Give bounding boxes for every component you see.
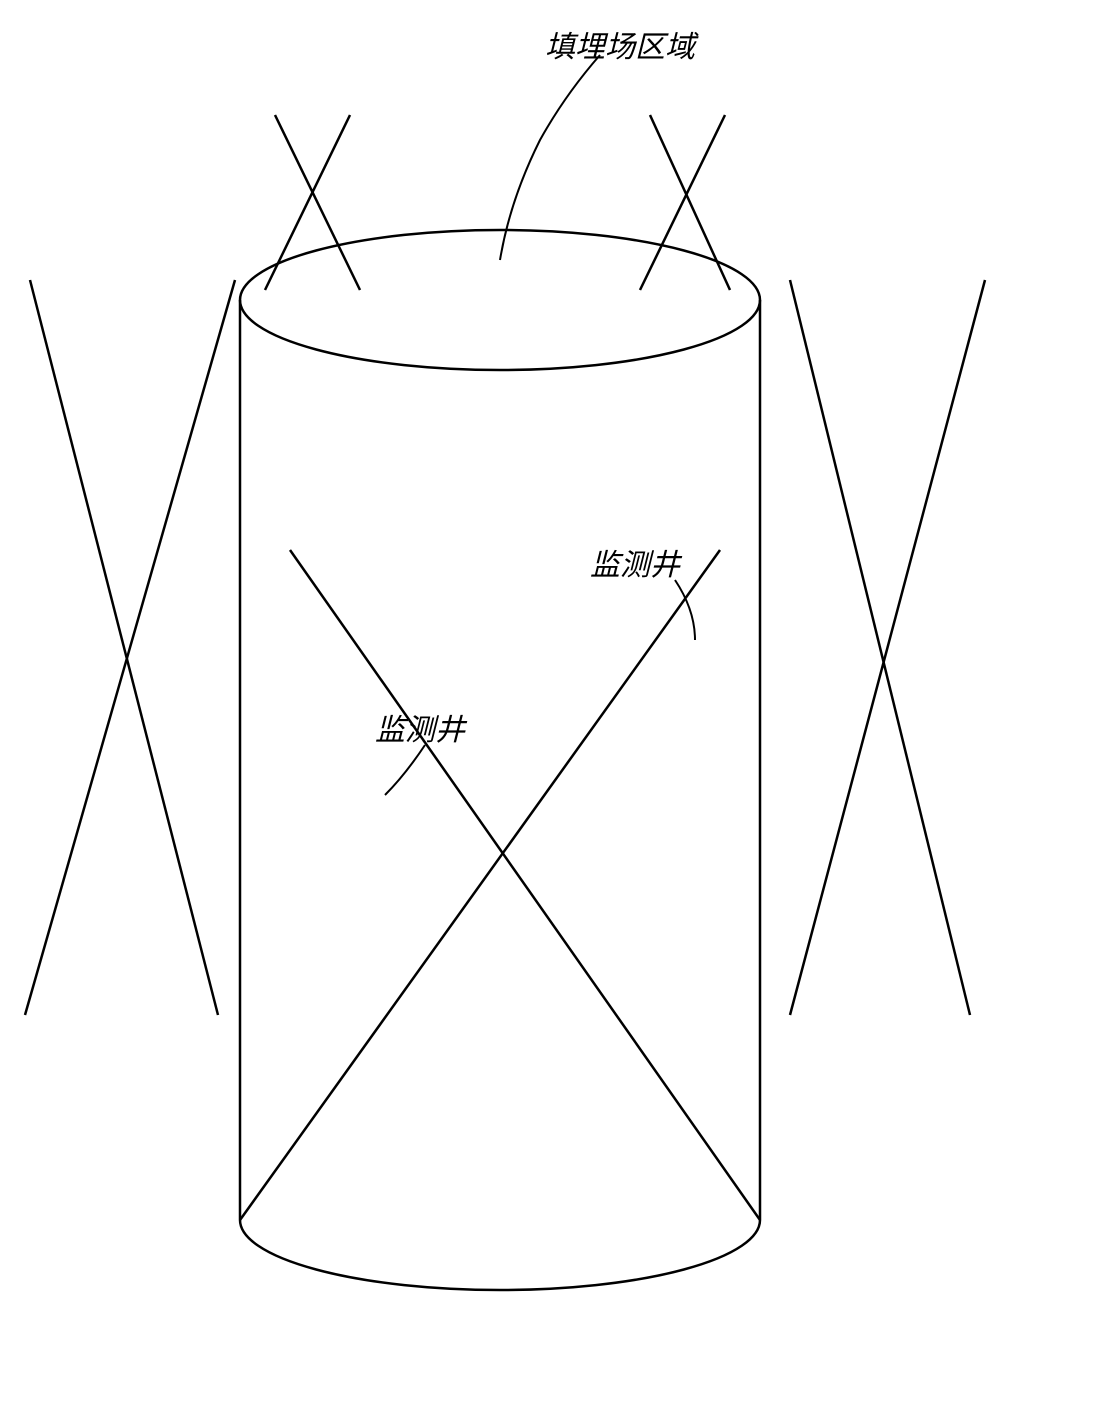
right-cross-line-1 [790,280,985,1015]
cylinder-bottom-arc [240,1220,760,1290]
cylinder-top-ellipse [240,230,760,370]
top-left-cross-line-1 [265,115,350,290]
center-cross-line-1 [240,550,720,1220]
top-left-cross-line-2 [275,115,360,290]
monitoring-well-label-2: 监测井 [375,705,465,749]
right-cross-line-2 [790,280,970,1015]
landfill-area-label: 填埋场区域 [545,22,695,66]
left-cross-line-2 [30,280,218,1015]
left-cross-line-1 [25,280,235,1015]
diagram-svg [0,0,1096,1412]
top-right-cross-line-1 [640,115,725,290]
well2-leader-line [385,745,425,795]
center-cross-line-2 [290,550,760,1220]
top-right-cross-line-2 [650,115,730,290]
monitoring-well-label-1: 监测井 [590,540,680,584]
